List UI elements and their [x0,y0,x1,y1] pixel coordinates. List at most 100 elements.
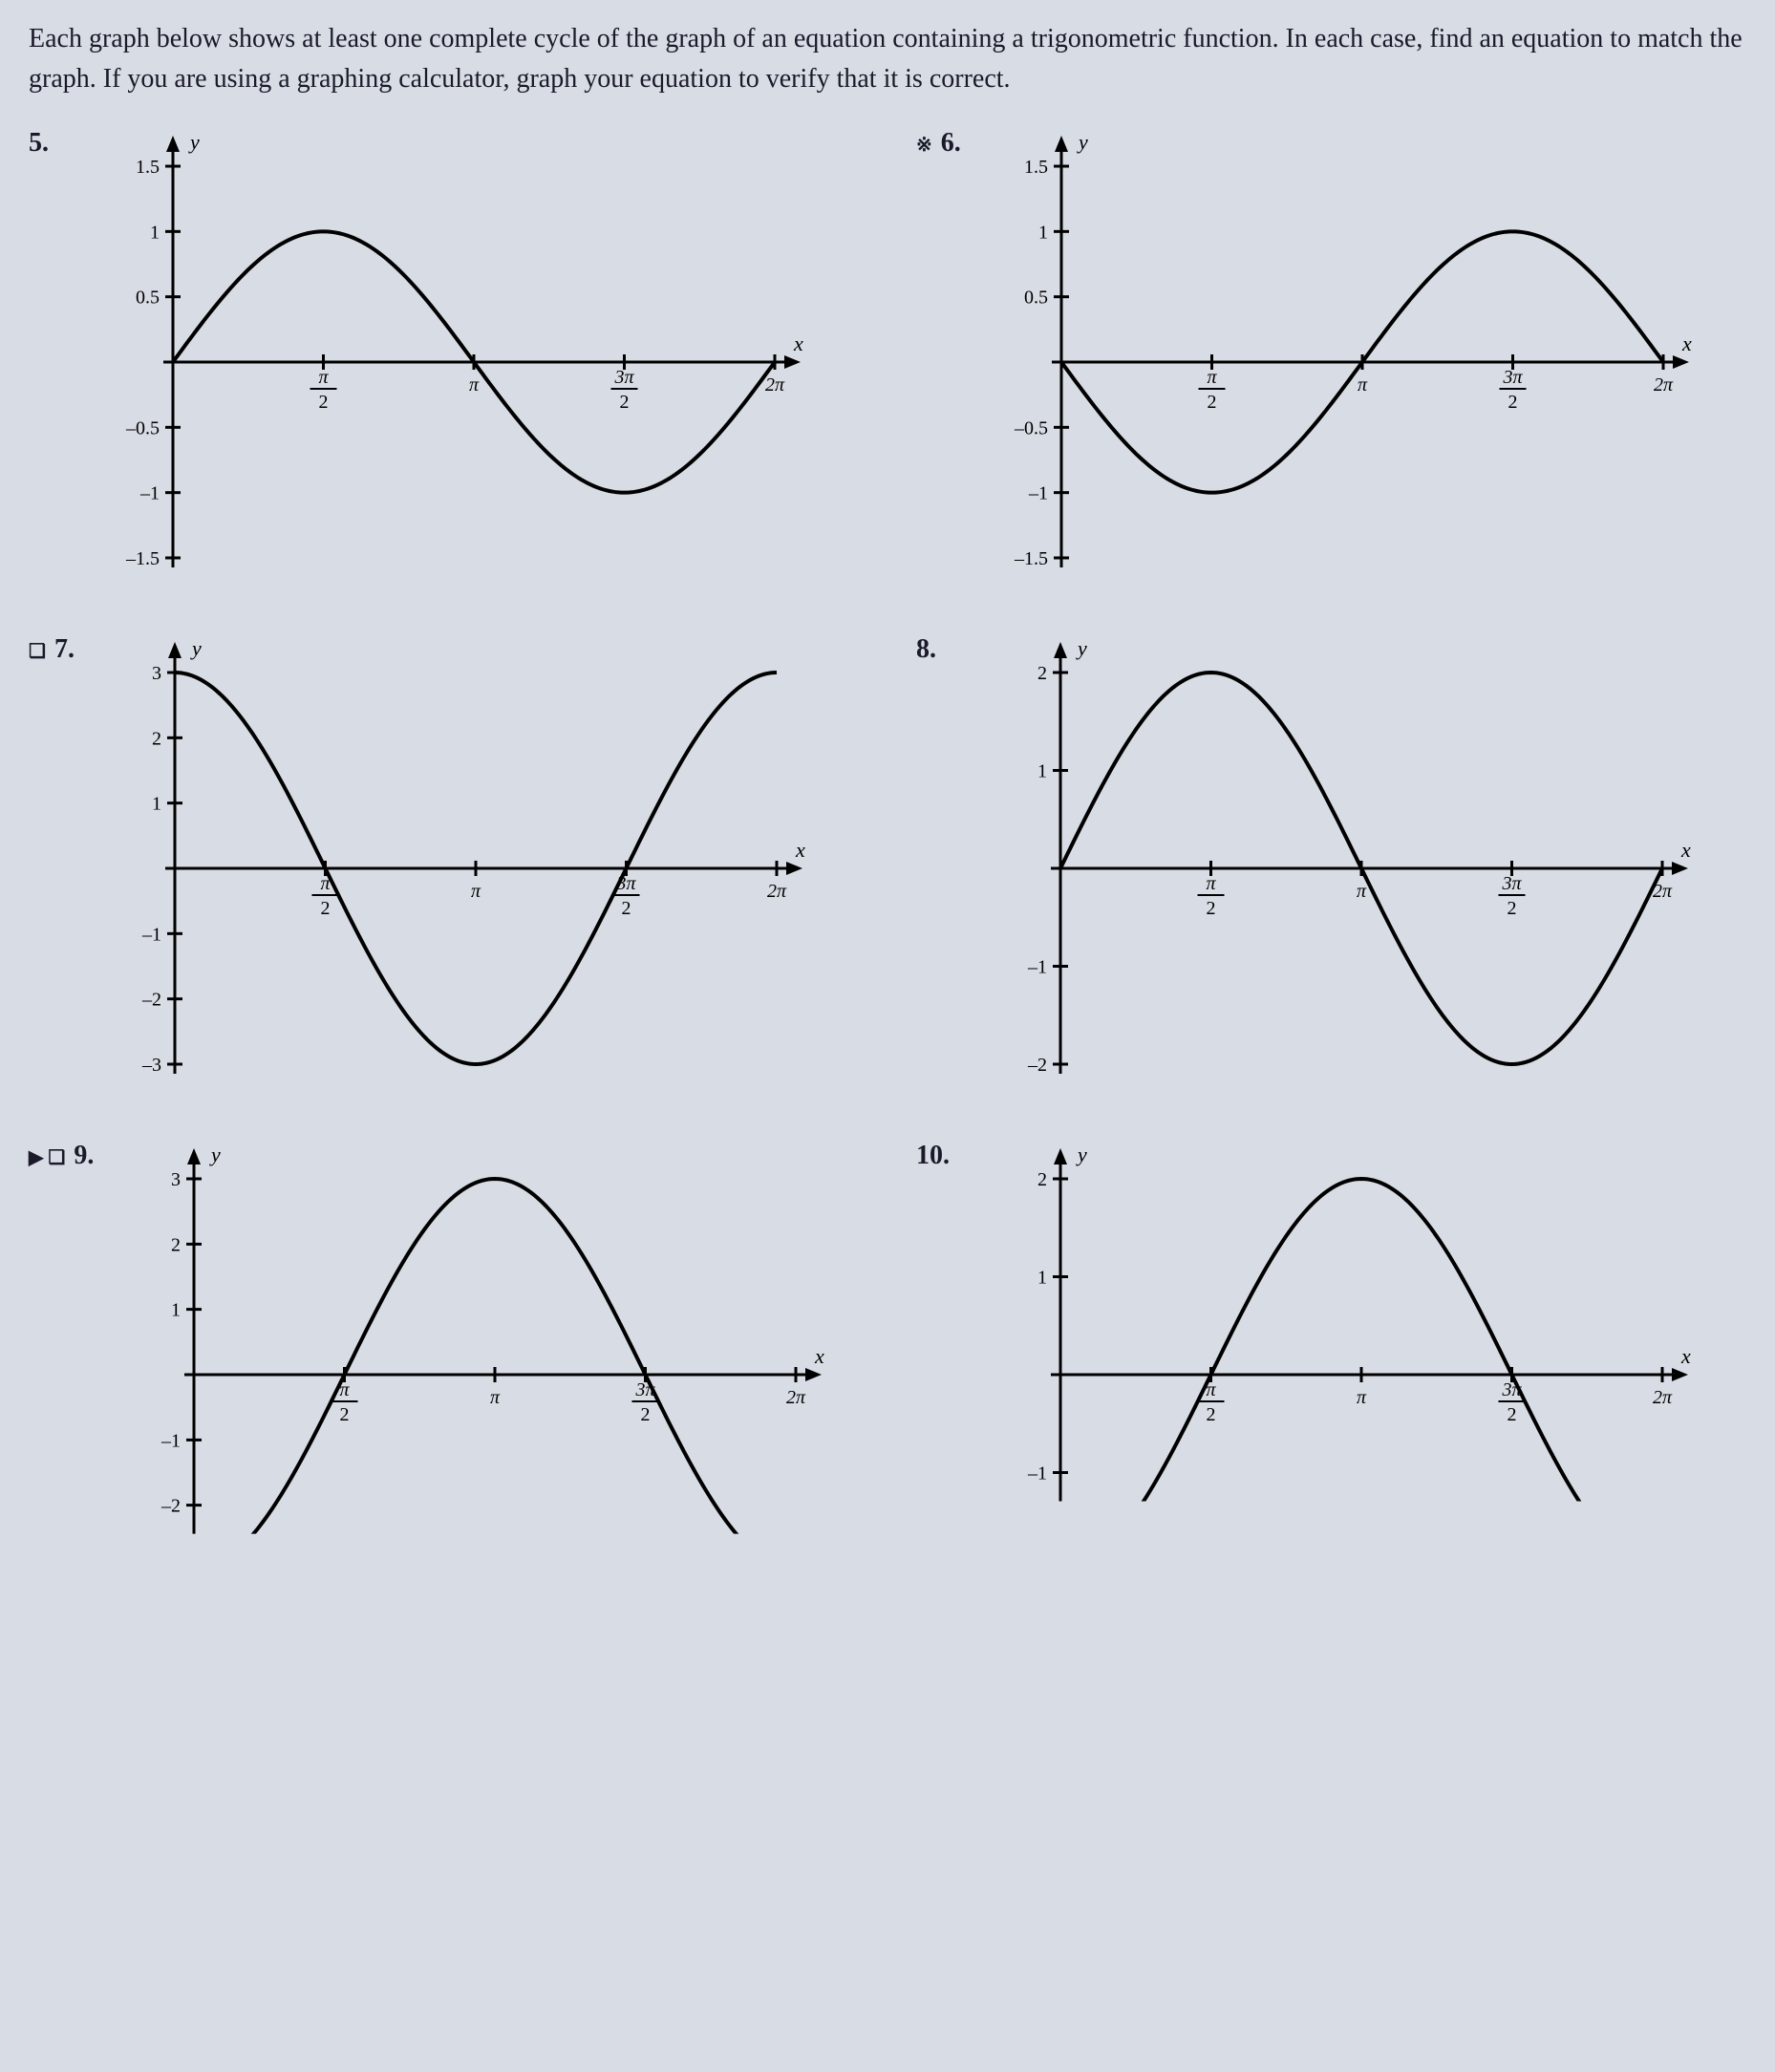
svg-text:π: π [471,881,481,902]
svg-text:2: 2 [1508,1404,1517,1425]
svg-text:1: 1 [1037,1268,1047,1289]
svg-text:y: y [188,130,200,154]
svg-text:y: y [209,1143,221,1166]
chart: –3–2–1123π2π3π22πyx [89,634,859,1102]
svg-text:–1: –1 [1027,957,1047,978]
svg-text:3π: 3π [1501,873,1522,894]
svg-text:2: 2 [1508,392,1517,413]
svg-text:x: x [1681,331,1692,355]
svg-text:3: 3 [171,1169,181,1190]
svg-text:–1: –1 [1028,483,1048,504]
problem-marker-icon: ▶ ❏ [29,1147,70,1168]
problem-number: 10. [916,1141,960,1544]
problems-grid: 5.–1.5–1–0.50.511.5π2π3π22πyx※ 6.–1.5–1–… [29,128,1746,1544]
svg-text:2: 2 [340,1404,350,1425]
svg-text:π: π [490,1387,501,1408]
svg-text:2: 2 [1207,392,1216,413]
svg-text:x: x [814,1344,824,1368]
svg-text:2: 2 [1037,663,1047,684]
svg-text:–2: –2 [160,1496,181,1517]
svg-text:–1: –1 [141,924,161,945]
svg-text:–1.5: –1.5 [125,548,160,569]
svg-text:2π: 2π [1653,1387,1673,1408]
svg-text:π: π [469,374,480,395]
svg-text:x: x [1680,1344,1691,1368]
svg-text:1.5: 1.5 [136,157,160,178]
svg-text:π: π [1358,374,1368,395]
chart: –1.5–1–0.50.511.5π2π3π22πyx [87,128,859,596]
problem-number: ▶ ❏ 9. [29,1141,94,1544]
problem-10: 10.–112π2π3π22πyx [916,1141,1746,1544]
problem-number-label: 8. [916,634,936,664]
problem-number: ※ 6. [916,128,961,596]
svg-text:3: 3 [152,663,161,684]
svg-text:–1.5: –1.5 [1014,548,1048,569]
svg-text:x: x [1680,838,1691,862]
svg-text:2π: 2π [1654,374,1674,395]
svg-text:π: π [1357,1387,1367,1408]
svg-text:–3: –3 [141,1055,161,1076]
svg-text:2π: 2π [767,881,787,902]
svg-text:2: 2 [1207,1404,1216,1425]
problem-marker-icon: ※ [916,135,937,156]
svg-text:y: y [1076,636,1087,660]
svg-text:2: 2 [1207,898,1216,919]
problem-marker-icon: ❏ [29,641,51,662]
svg-text:1: 1 [150,222,160,243]
svg-text:x: x [795,838,805,862]
svg-text:–0.5: –0.5 [1014,417,1048,438]
svg-text:y: y [1077,130,1088,154]
problem-number-label: 7. [54,634,75,664]
svg-text:π: π [1357,881,1367,902]
problem-9: ▶ ❏ 9.–2–1123π2π3π22πyx [29,1141,859,1544]
svg-text:1: 1 [1038,222,1048,243]
svg-text:2: 2 [320,898,330,919]
chart: –2–112π2π3π22πyx [974,634,1746,1102]
svg-text:π: π [318,367,329,388]
chart: –1.5–1–0.50.511.5π2π3π22πyx [975,128,1746,596]
svg-text:2: 2 [1037,1169,1047,1190]
svg-text:1: 1 [171,1300,181,1321]
svg-text:π: π [1206,873,1216,894]
svg-text:0.5: 0.5 [1024,288,1048,309]
problem-8: 8.–2–112π2π3π22πyx [916,634,1746,1102]
svg-text:–2: –2 [1027,1055,1047,1076]
svg-text:–1: –1 [160,1430,181,1451]
svg-text:2π: 2π [765,374,785,395]
svg-text:0.5: 0.5 [136,288,160,309]
svg-text:2: 2 [1508,898,1517,919]
svg-text:2: 2 [620,392,630,413]
svg-text:–0.5: –0.5 [125,417,160,438]
problem-number: 5. [29,128,73,596]
svg-text:3π: 3π [1502,367,1523,388]
svg-text:y: y [190,636,202,660]
svg-text:y: y [1076,1143,1087,1166]
svg-text:1: 1 [152,794,161,815]
problem-5: 5.–1.5–1–0.50.511.5π2π3π22πyx [29,128,859,596]
problem-7: ❏ 7.–3–2–1123π2π3π22πyx [29,634,859,1102]
chart: –112π2π3π22πyx [974,1141,1746,1544]
problem-number-label: 6. [941,128,961,158]
problem-number: 8. [916,634,960,1102]
svg-text:3π: 3π [613,367,634,388]
svg-text:2: 2 [152,728,161,749]
svg-text:2: 2 [171,1234,181,1255]
svg-text:–2: –2 [141,990,161,1011]
svg-text:2: 2 [319,392,329,413]
svg-text:2: 2 [621,898,631,919]
svg-text:2: 2 [641,1404,651,1425]
svg-text:π: π [1207,367,1217,388]
problem-6: ※ 6.–1.5–1–0.50.511.5π2π3π22πyx [916,128,1746,596]
problem-number-label: 9. [74,1141,94,1170]
svg-text:1.5: 1.5 [1024,157,1048,178]
svg-text:–1: –1 [139,483,160,504]
problem-number: ❏ 7. [29,634,75,1102]
svg-text:1: 1 [1037,761,1047,782]
svg-text:2π: 2π [786,1387,806,1408]
problem-number-label: 5. [29,128,49,158]
problem-number-label: 10. [916,1141,950,1170]
chart: –2–1123π2π3π22πyx [108,1141,859,1544]
svg-text:x: x [793,331,803,355]
instructions-text: Each graph below shows at least one comp… [29,19,1746,99]
svg-text:–1: –1 [1027,1463,1047,1485]
